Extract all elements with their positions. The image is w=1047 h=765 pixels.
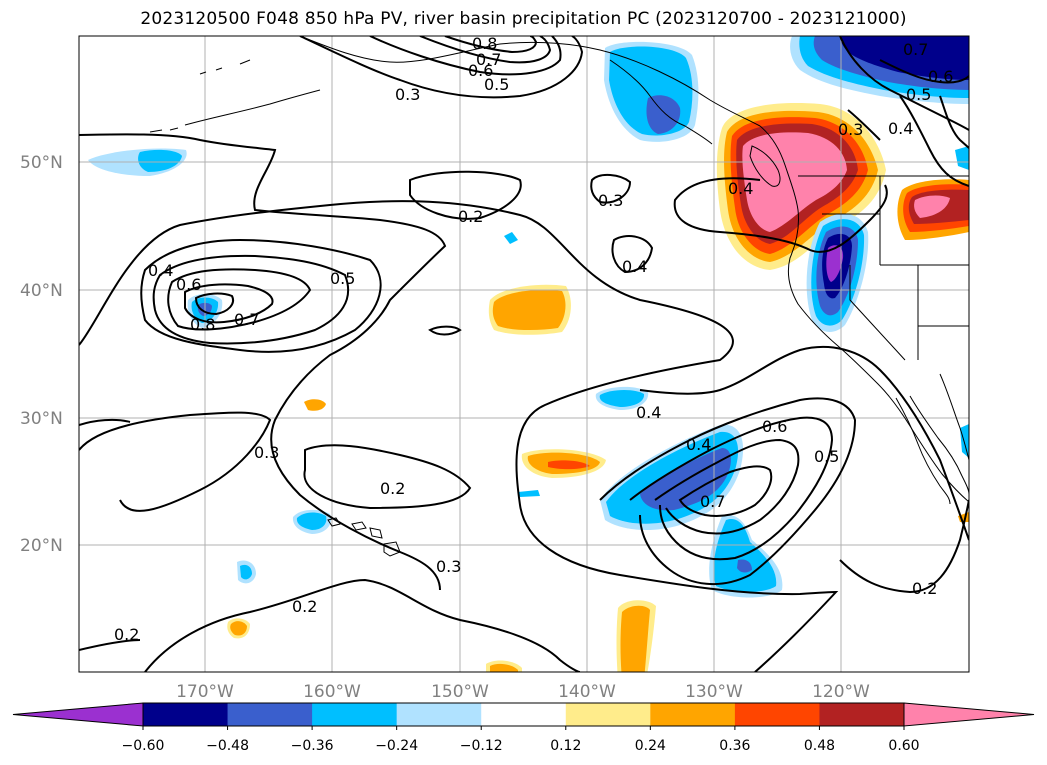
- colorbar-tick-label: 0.60: [888, 738, 919, 754]
- colorbar-extend-max: [903, 702, 1035, 727]
- contour-label: 0.7: [700, 492, 725, 511]
- contour-label: 0.2: [912, 579, 937, 598]
- contour-label: 0.4: [728, 179, 753, 198]
- contour-label: 0.3: [395, 85, 420, 104]
- colorbar-swatch: [143, 703, 229, 726]
- contour-label: 0.3: [598, 191, 623, 210]
- colorbar-tick-label: 0.12: [550, 738, 581, 754]
- lat-label: 40°N: [20, 281, 63, 301]
- latitude-labels: 50°N 40°N 30°N 20°N: [20, 153, 63, 556]
- colorbar-tick-label: 0.48: [804, 738, 835, 754]
- lon-label: 160°W: [303, 682, 361, 702]
- contour-label: 0.7: [903, 40, 928, 59]
- contour-label: 0.8: [190, 315, 215, 334]
- contour-label: 0.7: [476, 50, 501, 69]
- map-title: 2023120500 F048 850 hPa PV, river basin …: [140, 9, 907, 29]
- contour-label: 0.6: [928, 67, 953, 86]
- colorbar-tick-label: −0.60: [122, 738, 165, 754]
- contour-label: 0.2: [458, 207, 483, 226]
- lat-label: 20°N: [20, 536, 63, 556]
- colorbar-border: [142, 702, 905, 727]
- lat-label: 30°N: [20, 409, 63, 429]
- colorbar-tick-label: −0.24: [375, 738, 418, 754]
- colorbar-tick-label: 0.36: [719, 738, 750, 754]
- contour-label: 0.3: [838, 120, 863, 139]
- colorbar: −0.60 −0.48 −0.36 −0.24 −0.12 0.12 0.24 0.36 0.4…: [12, 702, 1035, 754]
- colorbar-tick-label: −0.12: [460, 738, 503, 754]
- colorbar-tick-label: −0.48: [206, 738, 249, 754]
- gridlines: [79, 36, 969, 672]
- contour-label: 0.4: [148, 261, 173, 280]
- pv-contours: [79, 36, 969, 672]
- colorbar-swatch: [227, 703, 313, 726]
- contour-label: 0.2: [114, 625, 139, 644]
- contour-label: 0.4: [636, 403, 661, 422]
- contour-label: 0.6: [762, 417, 787, 436]
- contour-label: 0.2: [292, 597, 317, 616]
- colorbar-tick-label: 0.24: [635, 738, 666, 754]
- contour-label: 0.5: [484, 75, 509, 94]
- contour-labels: 0.8 0.7 0.6 0.5 0.3 0.7 0.6 0.5 0.3 0.4 …: [114, 34, 953, 644]
- coastlines: [149, 36, 969, 557]
- contour-label: 0.5: [814, 447, 839, 466]
- colorbar-swatch: [481, 703, 567, 726]
- lon-label: 150°W: [431, 682, 489, 702]
- contour-label: 0.6: [176, 275, 201, 294]
- contour-label: 0.6: [468, 61, 493, 80]
- contour-label: 0.2: [380, 479, 405, 498]
- map-border: [78, 35, 970, 673]
- colorbar-swatch: [565, 703, 651, 726]
- contour-label: 0.7: [234, 310, 259, 329]
- colorbar-extend-min: [12, 702, 144, 727]
- longitude-labels: 170°W 160°W 150°W 140°W 130°W 120°W: [176, 682, 870, 702]
- lon-label: 170°W: [176, 682, 234, 702]
- contour-label: 0.4: [622, 257, 647, 276]
- contour-label: 0.3: [436, 557, 461, 576]
- contour-label: 0.5: [906, 85, 931, 104]
- precipitation-shading: [88, 36, 969, 672]
- colorbar-swatch: [819, 703, 905, 726]
- contour-label: 0.8: [472, 34, 497, 53]
- colorbar-swatch: [734, 703, 820, 726]
- colorbar-swatch: [650, 703, 736, 726]
- colorbar-tick-label: −0.36: [291, 738, 334, 754]
- contour-label: 0.3: [254, 443, 279, 462]
- contour-label: 0.5: [330, 269, 355, 288]
- colorbar-swatch: [312, 703, 398, 726]
- contour-label: 0.4: [686, 435, 711, 454]
- colorbar-swatch: [396, 703, 482, 726]
- lat-label: 50°N: [20, 153, 63, 173]
- lon-label: 120°W: [812, 682, 870, 702]
- lon-label: 130°W: [685, 682, 743, 702]
- contour-label: 0.4: [888, 119, 913, 138]
- lon-label: 140°W: [558, 682, 616, 702]
